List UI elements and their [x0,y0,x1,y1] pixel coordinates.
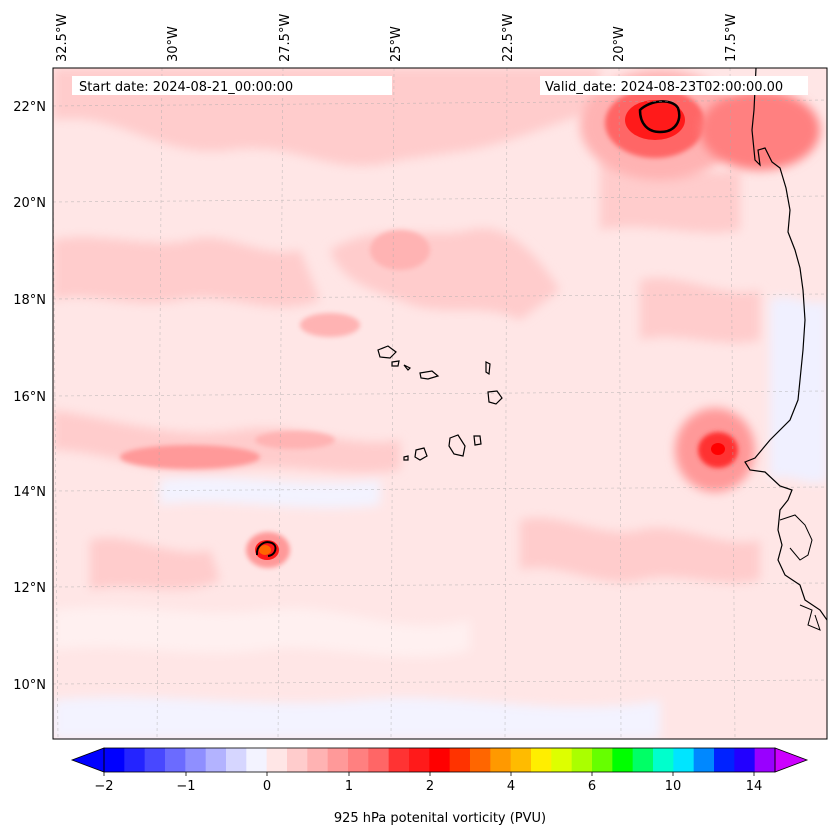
lat-label: 10°N [13,678,46,693]
lon-label: 30°W [166,26,181,62]
lon-label: 17.5°W [724,14,739,62]
colorbar-cell [653,748,674,772]
lat-label: 20°N [13,196,46,211]
colorbar-cell [734,748,756,772]
colorbar-tick-label: 14 [746,779,763,794]
colorbar-label: 925 hPa potenital vorticity (PVU) [334,811,546,826]
lat-label: 14°N [13,485,46,500]
latitude-labels: 22°N 20°N 18°N 16°N 14°N 12°N 10°N [13,100,46,693]
colorbar-cell [510,748,532,772]
colorbar-tick-label: 1 [345,779,353,794]
longitude-labels: 32.5°W 30°W 27.5°W 25°W 22.5°W 20°W 17.5… [55,14,739,62]
colorbar-cell [531,748,552,772]
colorbar-cell [449,748,471,772]
colorbar-cell [754,748,776,772]
colorbar-cell [165,748,186,772]
pv-maximum-north [580,70,820,180]
colorbar-cell [490,748,512,772]
colorbar-cell [409,748,430,772]
pv-maximum-east [675,408,755,492]
colorbar-cell [632,748,654,772]
colorbar-ticks: −2 −1 0 1 2 4 6 10 14 [94,772,762,794]
colorbar-cells [104,748,776,772]
colorbar-cell [551,748,573,772]
lat-label: 12°N [13,581,46,596]
valid-date-label: Valid_date: 2024-08-23T02:00:00.00 [545,80,783,95]
coastline-detail [779,514,821,631]
colorbar-tick-label: −1 [176,779,195,794]
start-date-label: Start date: 2024-08-21_00:00:00 [79,80,293,95]
pv-bands [120,230,430,469]
africa-coastline [744,68,827,621]
map-border [52,67,828,740]
pv-maximum-west [246,532,290,568]
colorbar: −2 −1 0 1 2 4 6 10 14 925 hPa potenital vorticit… [70,747,809,826]
colorbar-cell [612,748,634,772]
colorbar-cell [348,748,369,772]
lat-label: 18°N [13,293,46,308]
colorbar-tick-label: 6 [588,779,596,794]
colorbar-tick-label: −2 [94,779,113,794]
lon-label: 22.5°W [501,14,516,62]
colorbar-cell [673,748,695,772]
colorbar-cell [266,748,288,772]
lat-label: 16°N [13,390,46,405]
colorbar-tick-label: 0 [263,779,271,794]
colorbar-under-arrow [70,747,105,773]
lat-label: 22°N [13,100,46,115]
map-panel: Start date: 2024-08-21_00:00:00 Valid_da… [53,68,827,739]
lon-label: 32.5°W [55,14,70,62]
colorbar-cell [246,748,268,772]
colorbar-cell [470,748,491,772]
colorbar-cell [307,748,329,772]
start-date-box [72,76,392,95]
colorbar-tick-label: 2 [426,779,434,794]
colorbar-cell [429,748,451,772]
gridlines [53,68,827,739]
valid-date-box [540,76,808,95]
colorbar-cell [226,748,247,772]
colorbar-tick-label: 10 [665,779,682,794]
colorbar-cell [124,748,146,772]
colorbar-cell [327,748,349,772]
colorbar-cell [205,748,227,772]
colorbar-cell [287,748,308,772]
colorbar-over-arrow [774,747,809,773]
colorbar-cell [714,748,735,772]
colorbar-cell [185,748,207,772]
colorbar-cell [592,748,613,772]
pv-contour-field [53,68,827,739]
colorbar-cell [571,748,593,772]
cape-verde-islands [377,345,503,461]
colorbar-tick-label: 4 [507,779,515,794]
colorbar-frame [103,747,776,773]
colorbar-cell [693,748,715,772]
lon-label: 20°W [612,26,627,62]
colorbar-cell [104,748,125,772]
lon-label: 27.5°W [278,14,293,62]
colorbar-cell [388,748,410,772]
lon-label: 25°W [389,26,404,62]
colorbar-cell [368,748,390,772]
colorbar-cell [144,748,166,772]
